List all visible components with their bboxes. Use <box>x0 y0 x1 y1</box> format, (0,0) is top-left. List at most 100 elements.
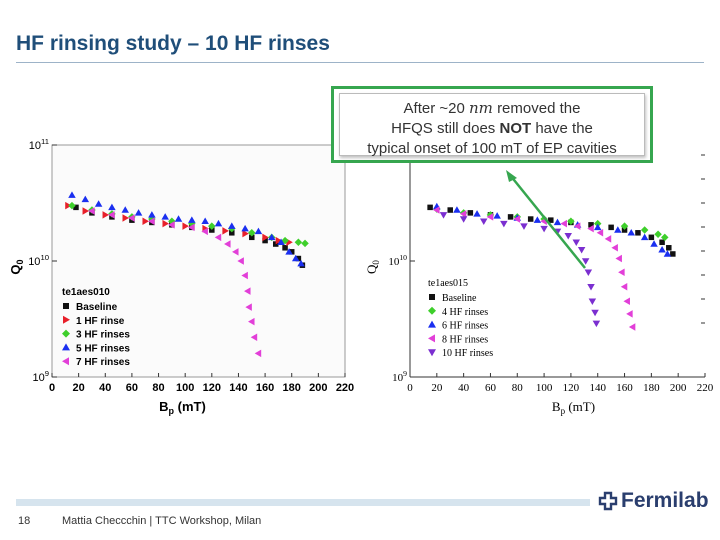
right-chart-legend-marker <box>428 320 436 328</box>
right-chart-point <box>573 222 581 230</box>
right-chart-series-5 <box>439 212 601 328</box>
right-chart-point <box>459 216 468 223</box>
right-chart-point <box>548 217 554 223</box>
fermilab-logo-text: Fermilab <box>621 489 709 512</box>
left-chart-point <box>268 233 276 241</box>
left-chart-point <box>81 195 90 203</box>
left-chart-point <box>254 227 263 235</box>
right-chart-point <box>467 210 474 216</box>
left-chart-point <box>288 249 295 255</box>
right-chart-x-tick-label: 160 <box>616 382 633 394</box>
fermilab-logo: Fermilab <box>598 489 709 513</box>
left-chart-y-tick-label: 109 <box>32 369 49 384</box>
left-chart-point <box>244 287 251 295</box>
left-chart-point <box>254 349 262 358</box>
left-chart-y-axis-label: Q0 <box>8 259 25 274</box>
left-chart-y-tick-label: 1010 <box>28 253 49 268</box>
left-chart-point <box>262 237 268 244</box>
right-chart-point <box>480 218 488 226</box>
left-chart-point <box>121 206 129 213</box>
right-chart-point <box>587 283 595 291</box>
left-chart-point <box>222 227 229 235</box>
right-chart-point <box>614 226 622 233</box>
slide-title: HF rinsing study – 10 HF rinses <box>16 32 330 55</box>
callout-arrow-head <box>506 170 517 182</box>
left-chart-x-tick-label: 80 <box>152 382 164 394</box>
right-chart-point <box>564 233 572 240</box>
left-chart-point <box>237 257 244 265</box>
left-chart-point <box>297 259 305 267</box>
right-chart-point <box>608 224 614 231</box>
left-chart-point <box>182 222 189 230</box>
left-chart-legend-label: 3 HF rinses <box>76 330 130 341</box>
left-chart-point <box>82 207 90 215</box>
right-chart-plot-area <box>409 144 706 378</box>
right-chart-point <box>581 258 590 265</box>
callout-line2-bold: NOT <box>499 120 532 137</box>
callout-text: After ~20 nm removed the HFQS still does… <box>339 93 645 157</box>
right-chart-point <box>659 239 665 246</box>
left-chart-point <box>68 191 76 198</box>
fermilab-logo-icon <box>598 491 618 511</box>
left-chart-point <box>250 333 258 342</box>
left-chart-x-tick-label: 220 <box>336 382 354 394</box>
left-chart-point <box>214 233 222 242</box>
left-chart-point <box>242 229 249 238</box>
left-chart-point <box>275 236 283 245</box>
right-chart-point <box>670 251 676 257</box>
right-chart-legend-label: Baseline <box>442 293 477 304</box>
right-chart-point <box>593 223 602 231</box>
left-chart-x-tick-label: 180 <box>283 382 301 394</box>
left-chart-legend-label: Baseline <box>76 302 118 313</box>
left-chart-y-tick-label: 1011 <box>29 137 49 152</box>
right-chart-point <box>527 216 534 222</box>
right-chart-point <box>584 269 593 276</box>
right-chart-legend-label: 6 HF rinses <box>442 321 488 332</box>
left-chart-point <box>301 239 309 248</box>
right-chart-point <box>513 215 521 223</box>
right-chart-point <box>621 227 628 233</box>
left-chart-x-tick-label: 120 <box>203 382 221 394</box>
left-chart-point <box>108 211 115 219</box>
left-chart-point <box>201 227 208 236</box>
left-chart-point <box>162 219 169 228</box>
right-chart-point <box>560 219 567 228</box>
left-chart-point <box>228 222 236 229</box>
right-chart-x-axis-label: Bp (mT) <box>552 399 595 416</box>
left-chart-point <box>214 219 223 227</box>
left-chart-point <box>188 216 196 223</box>
right-chart-point <box>500 220 508 228</box>
right-chart-series-3 <box>433 202 672 257</box>
left-chart-point <box>122 214 129 222</box>
left-chart-x-tick-label: 60 <box>126 382 138 394</box>
right-chart-legend-marker <box>428 306 436 315</box>
left-chart-legend-label: 5 HF rinses <box>76 343 130 354</box>
right-chart-x-tick-label: 0 <box>407 382 413 394</box>
left-chart-x-tick-label: 0 <box>49 382 55 394</box>
right-chart-point <box>486 213 494 221</box>
right-chart-point <box>587 224 594 233</box>
right-chart-point <box>620 282 628 291</box>
left-chart-point <box>291 254 300 262</box>
right-chart-point <box>640 226 649 234</box>
left-chart-legend-label: 1 HF rinse <box>76 316 125 327</box>
right-chart-point <box>661 233 669 242</box>
right-chart-point <box>663 250 672 257</box>
right-chart-point <box>572 239 581 247</box>
right-chart-y-tick-label: 109 <box>392 369 407 384</box>
left-chart-legend-marker <box>63 315 70 324</box>
left-chart-point <box>174 215 183 222</box>
right-chart-point <box>577 247 586 254</box>
left-chart-point <box>241 271 248 280</box>
right-chart-point <box>553 218 562 226</box>
right-chart-point <box>604 235 612 243</box>
left-chart-point <box>229 230 235 236</box>
left-chart-legend-marker <box>62 329 70 338</box>
right-chart-point <box>628 323 636 331</box>
right-chart-point <box>459 210 467 218</box>
left-chart-x-tick-label: 160 <box>256 382 274 394</box>
left-chart-point <box>208 222 216 230</box>
right-chart-x-tick-label: 80 <box>512 382 524 394</box>
right-chart-point <box>615 254 622 263</box>
right-chart-x-tick-label: 20 <box>431 382 443 394</box>
